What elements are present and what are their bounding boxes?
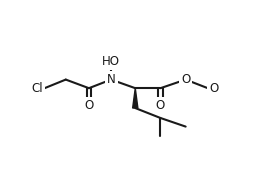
Text: N: N bbox=[107, 73, 115, 86]
Text: O: O bbox=[209, 82, 219, 95]
Text: O: O bbox=[181, 73, 190, 86]
Text: Cl: Cl bbox=[31, 82, 43, 95]
Text: O: O bbox=[84, 99, 94, 112]
Text: HO: HO bbox=[102, 55, 120, 68]
Text: O: O bbox=[156, 99, 165, 112]
Polygon shape bbox=[133, 88, 138, 108]
